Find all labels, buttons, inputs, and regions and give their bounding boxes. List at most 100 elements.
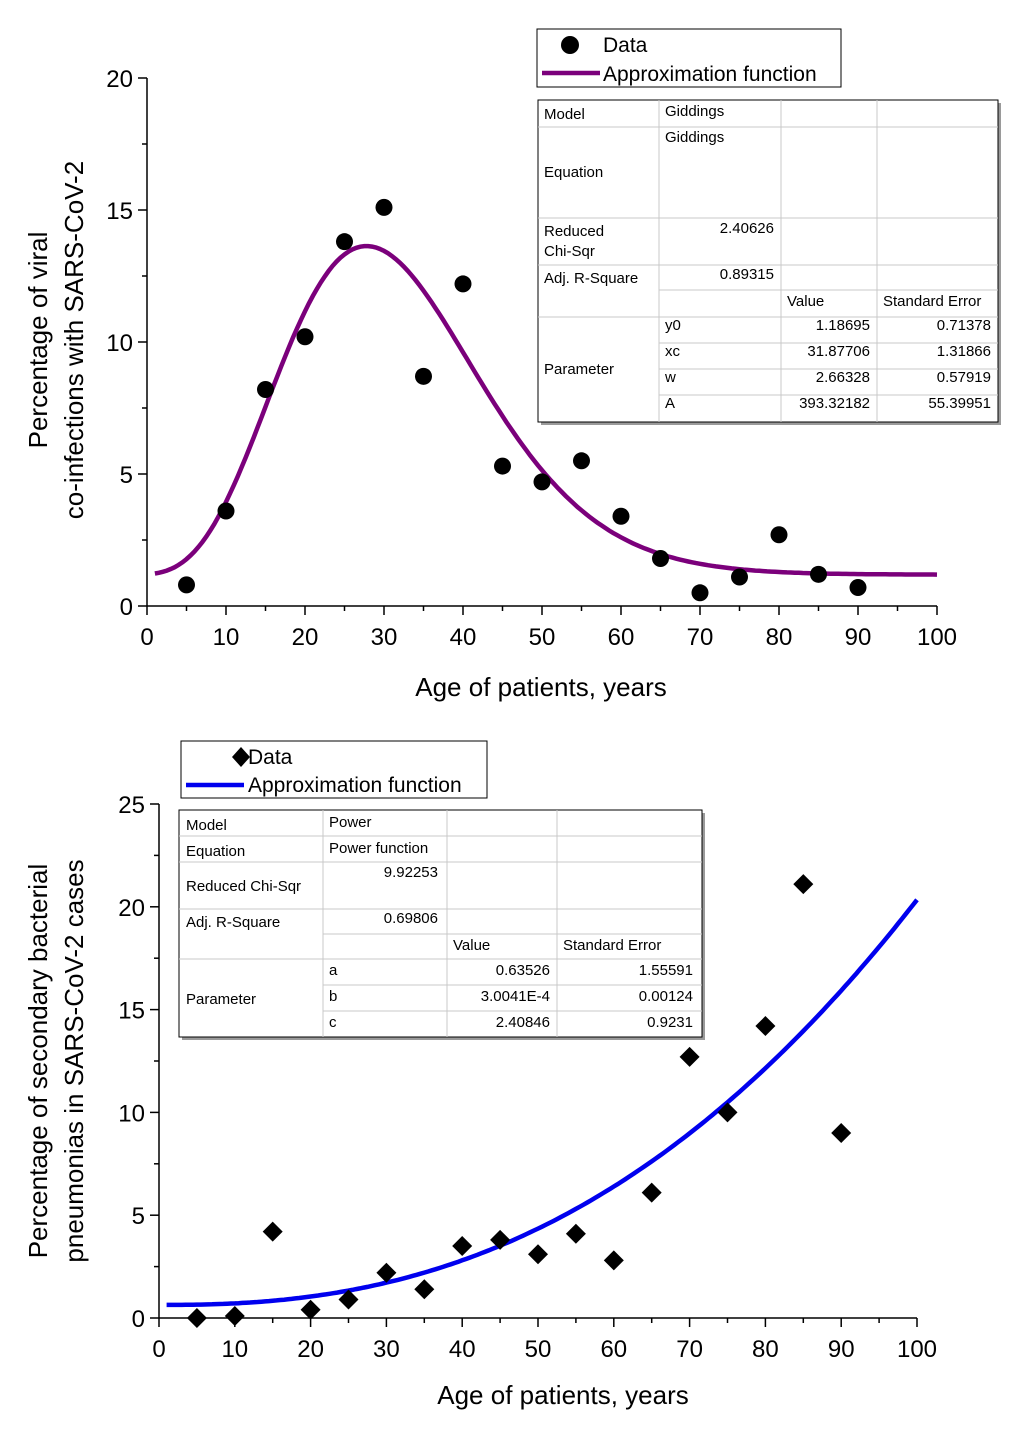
- t1-param-error: 1.31866: [937, 343, 991, 360]
- chart2-x-tick-label: 100: [897, 1336, 937, 1363]
- t1-param-name: w: [664, 369, 676, 386]
- t2-r2-label: Adj. R-Square: [186, 914, 280, 931]
- chart1-data-point: [652, 549, 669, 567]
- chart2-legend: Data Approximation function: [180, 740, 488, 799]
- t1-chisq-value: 2.40626: [720, 220, 774, 237]
- chart1-x-tick-label: 90: [845, 624, 872, 651]
- chart1-data-point: [217, 502, 235, 520]
- chart1-data-point: [573, 452, 590, 470]
- chart2-y-tick-label: 0: [132, 1306, 145, 1333]
- chart2-data-point: [565, 1223, 586, 1244]
- chart2-x-tick-label: 0: [152, 1336, 165, 1363]
- chart2-x-tick-label: 50: [525, 1336, 552, 1363]
- chart1-y-tick-label: 5: [120, 462, 133, 489]
- t1-param-value: 393.32182: [799, 395, 870, 412]
- chart2-data-point: [717, 1102, 738, 1123]
- t2-chisq-label: Reduced Chi-Sqr: [186, 878, 301, 895]
- chart2-x-tick-label: 60: [600, 1336, 627, 1363]
- t2-equation-value: Power function: [329, 840, 428, 857]
- chart1-x-tick-label: 0: [140, 624, 153, 651]
- legend1-data-label: Data: [603, 34, 648, 57]
- t1-chisq-label-line1: Reduced: [544, 223, 604, 240]
- t1-param-name: y0: [665, 317, 681, 334]
- chart2-x-tick-label: 70: [676, 1336, 703, 1363]
- chart2-data-point: [186, 1308, 207, 1328]
- chart2-data-point: [300, 1299, 321, 1320]
- chart1-x-axis-label: Age of patients, years: [415, 672, 666, 702]
- chart2-data-point: [338, 1289, 359, 1310]
- t1-model-value: Giddings: [665, 103, 724, 120]
- chart1-x-tick-label: 70: [687, 624, 714, 651]
- chart1-x-tick-label: 50: [529, 624, 556, 651]
- chart2-y-tick-label: 5: [132, 1203, 145, 1230]
- chart1-data-point: [375, 198, 393, 216]
- t1-error-header: Standard Error: [883, 293, 981, 310]
- chart1-y-tick-label: 0: [120, 594, 133, 621]
- t1-equation-value: Giddings: [665, 129, 724, 146]
- t2-model-value: Power: [329, 814, 372, 831]
- chart2-data-point: [376, 1262, 397, 1283]
- chart1-x-tick-label: 40: [450, 624, 477, 651]
- t2-param-error: 0.00124: [639, 988, 693, 1005]
- chart1-y-axis-label-line1: Percentage of viral: [23, 232, 53, 449]
- t2-parameter-label: Parameter: [186, 991, 256, 1008]
- legend2-fit-label: Approximation function: [248, 774, 462, 797]
- legend1-marker-circle: [561, 36, 579, 54]
- t1-param-value: 1.18695: [816, 317, 870, 334]
- chart2-y-tick-label: 20: [118, 895, 145, 922]
- t1-value-header: Value: [787, 293, 824, 310]
- chart2-x-tick-label: 90: [828, 1336, 855, 1363]
- chart2-data-point: [755, 1016, 776, 1037]
- chart1-data-point: [178, 576, 195, 594]
- chart1-data-point: [770, 526, 788, 544]
- legend2-data-label: Data: [248, 746, 293, 769]
- t2-param-name: b: [329, 988, 337, 1005]
- t1-equation-label: Equation: [544, 164, 603, 181]
- chart2-data-point: [679, 1046, 700, 1067]
- t1-parameter-label: Parameter: [544, 361, 614, 378]
- t2-chisq-value: 9.92253: [384, 864, 438, 881]
- chart1-data-point: [612, 507, 630, 525]
- t1-parameter-rows: y0 1.18695 0.71378 xc 31.87706 1.31866 w 2.6632…: [664, 317, 991, 412]
- chart1-data-point: [533, 473, 551, 491]
- t2-param-error: 0.9231: [647, 1014, 693, 1031]
- chart-bacterial-pneumonias: 0 10 20 30 40 50 60 70 80 90 100 0 5 10 15 20 25 Age of …: [23, 740, 937, 1410]
- chart1-x-tick-label: 80: [766, 624, 793, 651]
- t2-param-name: a: [329, 962, 338, 979]
- chart2-y-tick-label: 10: [118, 1100, 145, 1127]
- chart2-data-point: [603, 1250, 624, 1271]
- chart2-data-points: [186, 874, 852, 1328]
- t2-error-header: Standard Error: [563, 937, 661, 954]
- chart1-data-point: [810, 565, 827, 583]
- chart2-y-axis-label-line2: pneumonias in SARS-CoV-2 cases: [59, 859, 89, 1262]
- chart2-data-point: [641, 1182, 662, 1203]
- chart1-x-tick-label: 30: [371, 624, 398, 651]
- chart1-data-point: [494, 457, 511, 475]
- t2-param-name: c: [329, 1014, 337, 1031]
- chart1-data-point: [336, 233, 353, 251]
- chart1-data-point: [296, 328, 314, 346]
- chart2-x-tick-label: 40: [449, 1336, 476, 1363]
- chart2-data-point: [793, 874, 814, 895]
- chart2-data-point: [452, 1236, 473, 1257]
- chart1-data-point: [454, 275, 472, 293]
- t1-param-value: 31.87706: [807, 343, 870, 360]
- chart1-data-point: [849, 579, 867, 597]
- chart2-data-point: [414, 1279, 435, 1300]
- chart2-data-point: [224, 1305, 245, 1326]
- t2-model-label: Model: [186, 817, 227, 834]
- chart1-x-tick-label: 20: [292, 624, 319, 651]
- t1-chisq-label-line2: Chi-Sqr: [544, 243, 595, 260]
- t1-param-name: xc: [665, 343, 681, 360]
- chart-viral-coinfections: 0 10 20 30 40 50 60 70 80 90 100 0 5 10 15 20 Age of pa…: [23, 28, 1001, 702]
- chart1-axes: 0 10 20 30 40 50 60 70 80 90 100 0 5 10 15 20: [106, 66, 957, 651]
- chart2-fit-curve: [166, 898, 919, 1308]
- chart2-y-tick-label: 15: [118, 998, 145, 1025]
- t1-param-error: 0.71378: [937, 317, 991, 334]
- chart2-y-axis-label-line1: Percentage of secondary bacterial: [23, 864, 53, 1259]
- t2-r2-value: 0.69806: [384, 910, 438, 927]
- chart2-x-axis-label: Age of patients, years: [437, 1380, 688, 1410]
- t2-param-value: 0.63526: [496, 962, 550, 979]
- t2-param-value: 2.40846: [496, 1014, 550, 1031]
